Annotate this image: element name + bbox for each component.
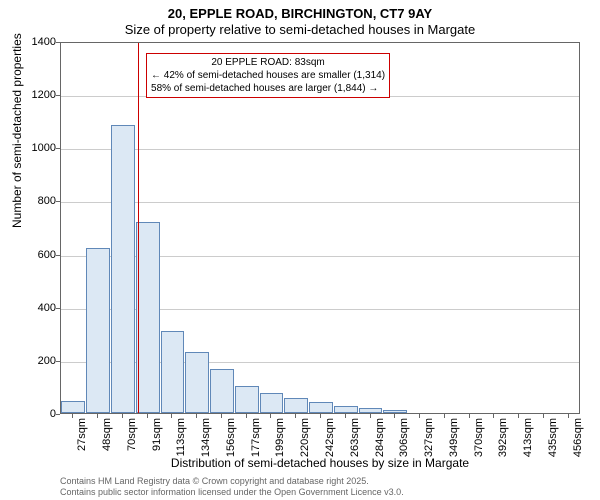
xtick-label: 370sqm [473,418,485,457]
ytick-mark [56,308,60,309]
xtick-label: 349sqm [448,418,460,457]
annotation-title: 20 EPPLE ROAD: 83sqm [151,56,385,69]
xtick-label: 392sqm [497,418,509,457]
xtick-label: 284sqm [374,418,386,457]
histogram-bar [61,401,85,413]
xtick-mark [518,414,519,418]
marker-line [138,43,139,413]
x-axis-label: Distribution of semi-detached houses by … [60,456,580,470]
xtick-label: 70sqm [126,418,138,451]
xtick-mark [493,414,494,418]
xtick-mark [320,414,321,418]
histogram-bar [309,402,333,413]
xtick-mark [543,414,544,418]
xtick-mark [370,414,371,418]
xtick-mark [72,414,73,418]
xtick-label: 177sqm [250,418,262,457]
xtick-label: 263sqm [349,418,361,457]
xtick-label: 48sqm [101,418,113,451]
histogram-bar [334,406,358,413]
chart-title-sub: Size of property relative to semi-detach… [0,22,600,37]
ytick-mark [56,414,60,415]
ytick-label: 600 [16,249,56,261]
histogram-bar [210,369,234,413]
xtick-label: 456sqm [572,418,584,457]
xtick-mark [97,414,98,418]
xtick-label: 134sqm [200,418,212,457]
xtick-label: 242sqm [324,418,336,457]
xtick-label: 220sqm [299,418,311,457]
histogram-bar [284,398,308,413]
xtick-mark [568,414,569,418]
annotation-line-1: ← 42% of semi-detached houses are smalle… [151,69,385,82]
ytick-label: 800 [16,195,56,207]
xtick-label: 435sqm [547,418,559,457]
ytick-label: 1400 [16,36,56,48]
ytick-label: 200 [16,355,56,367]
xtick-mark [394,414,395,418]
histogram-bar [235,386,259,413]
chart-title-main: 20, EPPLE ROAD, BIRCHINGTON, CT7 9AY [0,6,600,21]
xtick-mark [270,414,271,418]
footer-line-1: Contains HM Land Registry data © Crown c… [60,476,404,487]
xtick-mark [122,414,123,418]
xtick-mark [444,414,445,418]
xtick-mark [469,414,470,418]
annotation-line-2: 58% of semi-detached houses are larger (… [151,82,385,95]
ytick-mark [56,201,60,202]
ytick-mark [56,361,60,362]
xtick-mark [345,414,346,418]
histogram-bar [161,331,185,413]
xtick-mark [295,414,296,418]
ytick-mark [56,95,60,96]
xtick-label: 413sqm [522,418,534,457]
xtick-label: 199sqm [274,418,286,457]
xtick-mark [196,414,197,418]
ytick-mark [56,42,60,43]
ytick-mark [56,255,60,256]
xtick-label: 156sqm [225,418,237,457]
histogram-bar [136,222,160,413]
xtick-label: 27sqm [76,418,88,451]
xtick-mark [246,414,247,418]
footer-line-2: Contains public sector information licen… [60,487,404,498]
histogram-bar [86,248,110,413]
ytick-label: 1200 [16,89,56,101]
xtick-mark [221,414,222,418]
plot-area: 20 EPPLE ROAD: 83sqm← 42% of semi-detach… [60,42,580,414]
ytick-mark [56,148,60,149]
ytick-label: 1000 [16,142,56,154]
ytick-label: 0 [16,408,56,420]
histogram-bar [383,410,407,413]
histogram-bar [185,352,209,413]
xtick-mark [171,414,172,418]
footer-attribution: Contains HM Land Registry data © Crown c… [60,476,404,498]
xtick-mark [419,414,420,418]
xtick-label: 327sqm [423,418,435,457]
xtick-label: 306sqm [398,418,410,457]
xtick-label: 91sqm [151,418,163,451]
histogram-bar [359,408,383,413]
xtick-mark [147,414,148,418]
ytick-label: 400 [16,302,56,314]
annotation-box: 20 EPPLE ROAD: 83sqm← 42% of semi-detach… [146,53,390,98]
histogram-bar [111,125,135,413]
xtick-label: 113sqm [175,418,187,456]
chart-container: 20, EPPLE ROAD, BIRCHINGTON, CT7 9AY Siz… [0,0,600,500]
histogram-bar [260,393,284,413]
